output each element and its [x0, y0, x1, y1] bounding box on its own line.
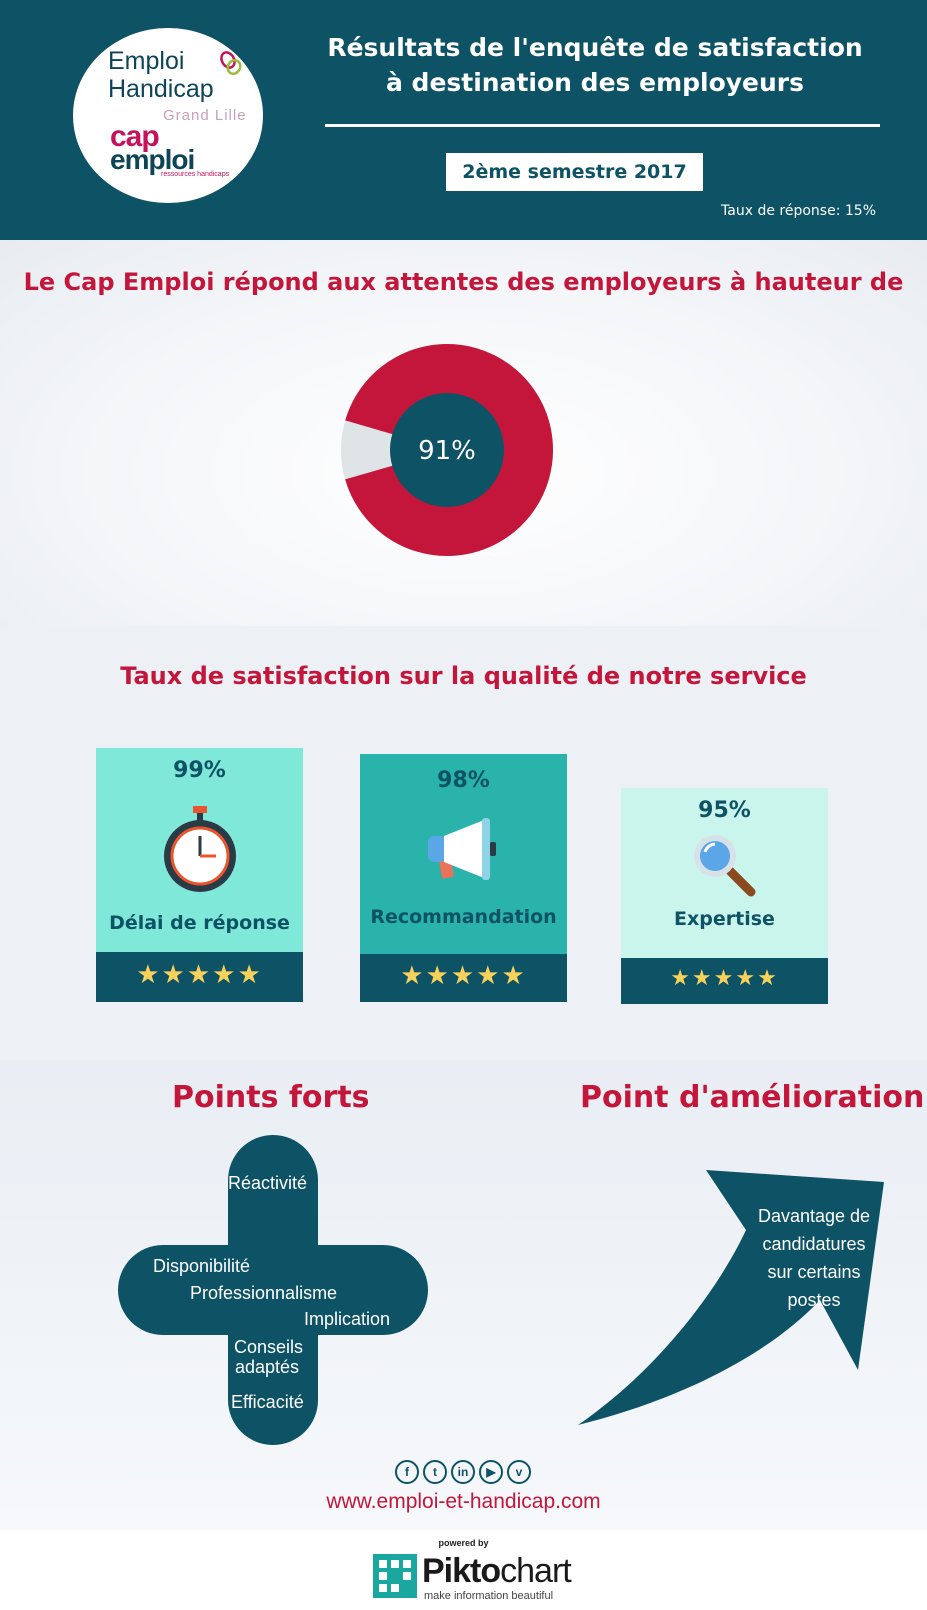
card-expertise-label: Expertise: [674, 908, 775, 930]
quality-title: Taux de satisfaction sur la qualité de n…: [120, 662, 807, 690]
twitter-icon[interactable]: t: [423, 1460, 447, 1484]
piktochart-brand[interactable]: Piktochart: [422, 1552, 572, 1591]
card-recommandation-label: Recommandation: [370, 906, 557, 928]
card-expertise-stars: ★★★★★: [670, 966, 779, 991]
donut-label: 91%: [418, 436, 476, 466]
expectations-section: Le Cap Emploi répond aux attentes des em…: [0, 240, 927, 626]
card-delai-rating: ★★★★★: [96, 952, 303, 1002]
strength-item: adaptés: [235, 1357, 300, 1377]
magnifier-icon: [694, 835, 756, 897]
logo-line-grand-lille: Grand Lille: [163, 107, 247, 124]
card-delai-pct: 99%: [173, 758, 226, 783]
facebook-icon[interactable]: f: [395, 1460, 419, 1484]
page-title-line-2: à destination des employeurs: [385, 68, 805, 97]
footer: powered by Piktochart make information b…: [0, 1530, 927, 1610]
strengths-title: Points forts: [172, 1080, 370, 1115]
piktochart-tagline: make information beautiful: [424, 1590, 554, 1602]
card-expertise-rating: ★★★★★: [621, 958, 828, 1004]
megaphone-icon: [428, 818, 496, 880]
website-link[interactable]: www.emploi-et-handicap.com: [326, 1490, 601, 1513]
improvement-title: Point d'amélioration: [580, 1080, 925, 1115]
strength-item: Conseils: [234, 1337, 304, 1357]
expectations-title: Le Cap Emploi répond aux attentes des em…: [23, 268, 904, 296]
card-delai-label: Délai de réponse: [109, 912, 290, 934]
response-rate: Taux de réponse: 15%: [721, 203, 876, 219]
powered-by: powered by: [438, 1538, 489, 1548]
card-recommandation-pct: 98%: [437, 768, 490, 793]
logo-line-handicap: Handicap: [108, 75, 214, 103]
semester-badge: 2ème semestre 2017: [446, 153, 703, 191]
logo-line-emploi-2: emploi: [110, 144, 195, 175]
satisfaction-donut: 91%: [340, 344, 553, 556]
logo-line-emploi: Emploi: [108, 47, 185, 75]
donut-center: [390, 393, 504, 507]
brand-part-b: chart: [500, 1552, 572, 1590]
logo-knot-icon: [220, 51, 242, 76]
improvement-text: Davantage de candidatures sur certains p…: [740, 1202, 888, 1314]
strength-item: Implication: [304, 1309, 391, 1329]
title-divider: [325, 124, 880, 127]
card-expertise: 95% Expertise ★★★★★: [621, 788, 828, 1004]
logo-line-ressources: ressources handicaps: [161, 171, 230, 178]
strength-item: Réactivité: [228, 1173, 308, 1193]
card-delai-stars: ★★★★★: [136, 960, 263, 990]
card-delai: 99% Délai de réponse ★★★★★: [96, 748, 303, 1002]
stopwatch-icon: [164, 806, 236, 892]
strength-item: Efficacité: [231, 1392, 304, 1412]
brand-part-a: Pikto: [422, 1552, 501, 1590]
card-recommandation-stars: ★★★★★: [400, 961, 527, 991]
youtube-icon[interactable]: ▶: [479, 1460, 503, 1484]
logo: Emploi Handicap Grand Lille cap emploi r…: [73, 28, 263, 203]
piktochart-logo-icon: [373, 1554, 417, 1598]
strength-item: Professionnalisme: [190, 1283, 338, 1303]
improvement-line: postes: [787, 1290, 841, 1310]
card-expertise-pct: 95%: [698, 798, 751, 823]
card-recommandation: 98% Recommandation ★★★★★: [360, 754, 567, 1002]
improvement-line: sur certains: [767, 1262, 861, 1282]
social-links: f t in ▶ v: [395, 1460, 531, 1484]
page-title: Résultats de l'enquête de satisfaction à…: [315, 30, 875, 100]
viadeo-icon[interactable]: v: [507, 1460, 531, 1484]
improvement-line: candidatures: [762, 1234, 866, 1254]
points-section: Points forts Point d'amélioration Réacti…: [0, 1060, 927, 1530]
improvement-line: Davantage de: [757, 1206, 871, 1226]
linkedin-icon[interactable]: in: [451, 1460, 475, 1484]
card-recommandation-rating: ★★★★★: [360, 954, 567, 1002]
logo-line-cap: cap: [110, 120, 160, 153]
quality-section: Taux de satisfaction sur la qualité de n…: [0, 626, 927, 1060]
strength-item: Disponibilité: [153, 1256, 251, 1276]
improvement-arrow: [578, 1170, 884, 1425]
header: Emploi Handicap Grand Lille cap emploi r…: [0, 0, 927, 240]
page-title-line-1: Résultats de l'enquête de satisfaction: [327, 33, 863, 62]
strengths-cross: [118, 1135, 428, 1445]
